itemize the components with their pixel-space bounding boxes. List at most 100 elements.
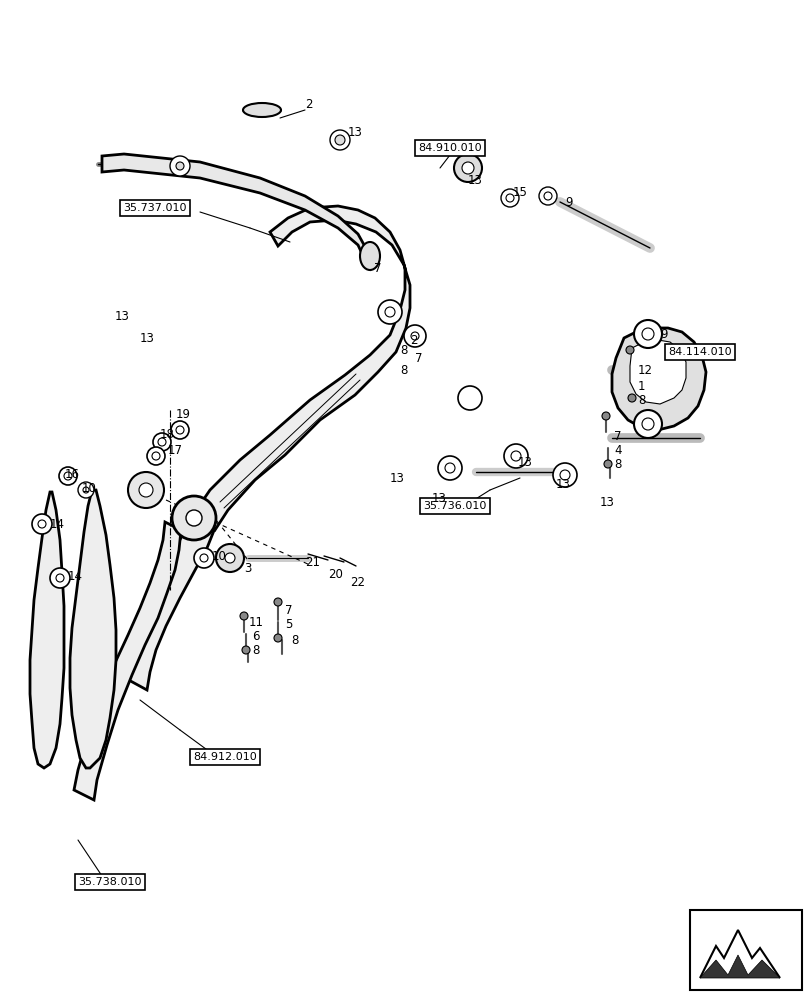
Circle shape — [273, 598, 281, 606]
Text: 19: 19 — [176, 408, 191, 422]
Text: 8: 8 — [400, 344, 407, 357]
Circle shape — [633, 410, 661, 438]
Polygon shape — [30, 492, 64, 768]
Circle shape — [642, 418, 653, 430]
Text: 13: 13 — [115, 310, 130, 322]
Circle shape — [601, 412, 609, 420]
Text: 6: 6 — [251, 630, 260, 643]
Text: 7: 7 — [285, 603, 292, 616]
Circle shape — [500, 189, 518, 207]
Circle shape — [504, 444, 527, 468]
Text: 13: 13 — [348, 126, 363, 139]
Text: 22: 22 — [350, 576, 365, 588]
Circle shape — [404, 325, 426, 347]
Text: 13: 13 — [431, 491, 446, 504]
Circle shape — [437, 456, 461, 480]
Text: 13: 13 — [599, 495, 614, 508]
Polygon shape — [125, 510, 215, 690]
Circle shape — [335, 135, 345, 145]
Text: 13: 13 — [467, 174, 483, 187]
Polygon shape — [699, 955, 779, 978]
Circle shape — [410, 332, 418, 340]
Circle shape — [152, 433, 171, 451]
Text: 13: 13 — [517, 456, 532, 468]
Circle shape — [172, 496, 216, 540]
Text: 20: 20 — [328, 568, 342, 580]
Text: 1: 1 — [637, 379, 645, 392]
Circle shape — [240, 612, 247, 620]
Text: 7: 7 — [374, 261, 381, 274]
Text: 14: 14 — [68, 570, 83, 582]
Circle shape — [64, 472, 72, 480]
Circle shape — [329, 130, 350, 150]
Circle shape — [457, 386, 482, 410]
Text: 84.114.010: 84.114.010 — [667, 347, 731, 357]
Text: 35.738.010: 35.738.010 — [78, 877, 142, 887]
Text: 8: 8 — [290, 634, 298, 647]
Text: 15: 15 — [513, 186, 527, 198]
Circle shape — [242, 646, 250, 654]
Circle shape — [633, 320, 661, 348]
Text: 10: 10 — [212, 550, 226, 562]
Text: 84.912.010: 84.912.010 — [193, 752, 256, 762]
Text: 9: 9 — [659, 328, 667, 340]
Polygon shape — [102, 154, 367, 260]
Circle shape — [194, 548, 214, 568]
Text: 8: 8 — [613, 458, 620, 471]
Ellipse shape — [359, 242, 380, 270]
Circle shape — [510, 451, 521, 461]
Circle shape — [543, 192, 551, 200]
Text: 2: 2 — [410, 334, 417, 347]
Circle shape — [216, 544, 243, 572]
Circle shape — [171, 421, 189, 439]
Circle shape — [200, 554, 208, 562]
Text: 3: 3 — [243, 562, 251, 574]
Text: 10: 10 — [82, 482, 97, 494]
Polygon shape — [611, 328, 705, 430]
Circle shape — [560, 470, 569, 480]
Circle shape — [378, 300, 401, 324]
Circle shape — [139, 483, 152, 497]
Polygon shape — [74, 522, 181, 800]
Circle shape — [83, 487, 89, 493]
Circle shape — [169, 156, 190, 176]
Circle shape — [128, 472, 164, 508]
Circle shape — [147, 447, 165, 465]
Circle shape — [56, 574, 64, 582]
Polygon shape — [629, 340, 685, 404]
Text: 9: 9 — [564, 196, 572, 209]
Text: 8: 8 — [251, 644, 259, 656]
Text: 2: 2 — [305, 98, 312, 111]
Text: 21: 21 — [305, 556, 320, 568]
Text: 12: 12 — [637, 363, 652, 376]
Bar — [689, 910, 801, 990]
Text: 7: 7 — [613, 430, 620, 442]
Circle shape — [152, 452, 160, 460]
Circle shape — [453, 154, 482, 182]
Circle shape — [38, 520, 46, 528]
Text: 35.736.010: 35.736.010 — [423, 501, 486, 511]
Circle shape — [59, 467, 77, 485]
Text: 13: 13 — [139, 332, 155, 344]
Text: 11: 11 — [249, 615, 264, 629]
Circle shape — [444, 463, 454, 473]
Circle shape — [642, 328, 653, 340]
Ellipse shape — [242, 103, 281, 117]
Circle shape — [50, 568, 70, 588]
Circle shape — [539, 187, 556, 205]
Circle shape — [273, 634, 281, 642]
Text: 14: 14 — [50, 518, 65, 530]
Circle shape — [186, 510, 202, 526]
Text: 8: 8 — [400, 363, 407, 376]
Polygon shape — [195, 206, 410, 530]
Circle shape — [603, 460, 611, 468]
Text: 13: 13 — [556, 478, 570, 490]
Polygon shape — [70, 490, 116, 768]
Circle shape — [176, 162, 184, 170]
Circle shape — [78, 482, 94, 498]
Circle shape — [552, 463, 577, 487]
Text: 84.910.010: 84.910.010 — [418, 143, 481, 153]
Circle shape — [158, 438, 165, 446]
Circle shape — [505, 194, 513, 202]
Circle shape — [384, 307, 394, 317]
